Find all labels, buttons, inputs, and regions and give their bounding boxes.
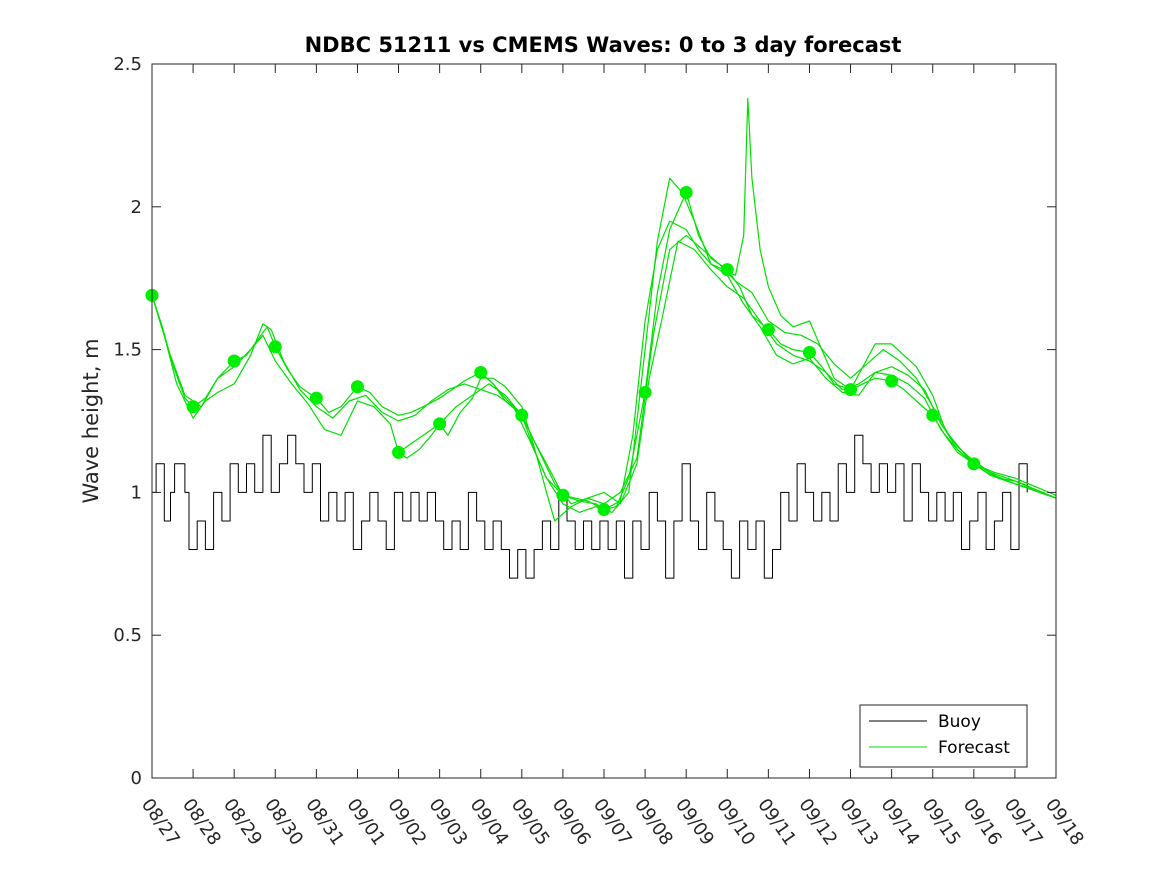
y-axis: 0 0.5 1 1.5 2 2.5 [113,54,1056,789]
forecast-marker-15 [761,323,775,337]
y-axis-label: Wave height, m [79,338,103,503]
forecast-marker-7 [433,417,447,431]
forecast-marker-10 [556,488,570,502]
forecast-marker-11 [597,503,611,517]
forecast-marker-3 [268,340,282,354]
y-tick-label-2: 1 [131,482,142,503]
y-tick-label-0: 0 [131,768,142,789]
y-tick-label-5: 2.5 [113,54,142,75]
marker-layer [145,186,981,517]
forecast-marker-5 [350,380,364,394]
legend-label-buoy: Buoy [938,712,981,732]
forecast-marker-20 [967,457,981,471]
forecast-marker-17 [844,383,858,397]
forecast-marker-2 [227,354,241,368]
forecast-marker-8 [474,365,488,379]
y-tick-label-4: 2 [131,197,142,218]
forecast-marker-16 [802,345,816,359]
chart-title: NDBC 51211 vs CMEMS Waves: 0 to 3 day fo… [305,33,902,57]
forecast-marker-9 [515,408,529,422]
y-tick-label-3: 1.5 [113,340,142,361]
forecast-marker-4 [309,391,323,405]
forecast-marker-18 [885,374,899,388]
legend-label-forecast: Forecast [938,738,1010,758]
forecast-marker-6 [392,445,406,459]
forecast-marker-13 [679,186,693,200]
legend: Buoy Forecast [859,704,1028,768]
forecast-marker-12 [638,385,652,399]
y-tick-label-1: 0.5 [113,625,142,646]
forecast-marker-14 [720,263,734,277]
buoy-series-line [152,434,1028,579]
forecast-series-line-5 [480,97,1057,511]
legend-box [859,704,1028,768]
forecast-marker-1 [186,400,200,414]
forecast-marker-19 [926,408,940,422]
forecast-series-line-4 [398,240,1057,522]
